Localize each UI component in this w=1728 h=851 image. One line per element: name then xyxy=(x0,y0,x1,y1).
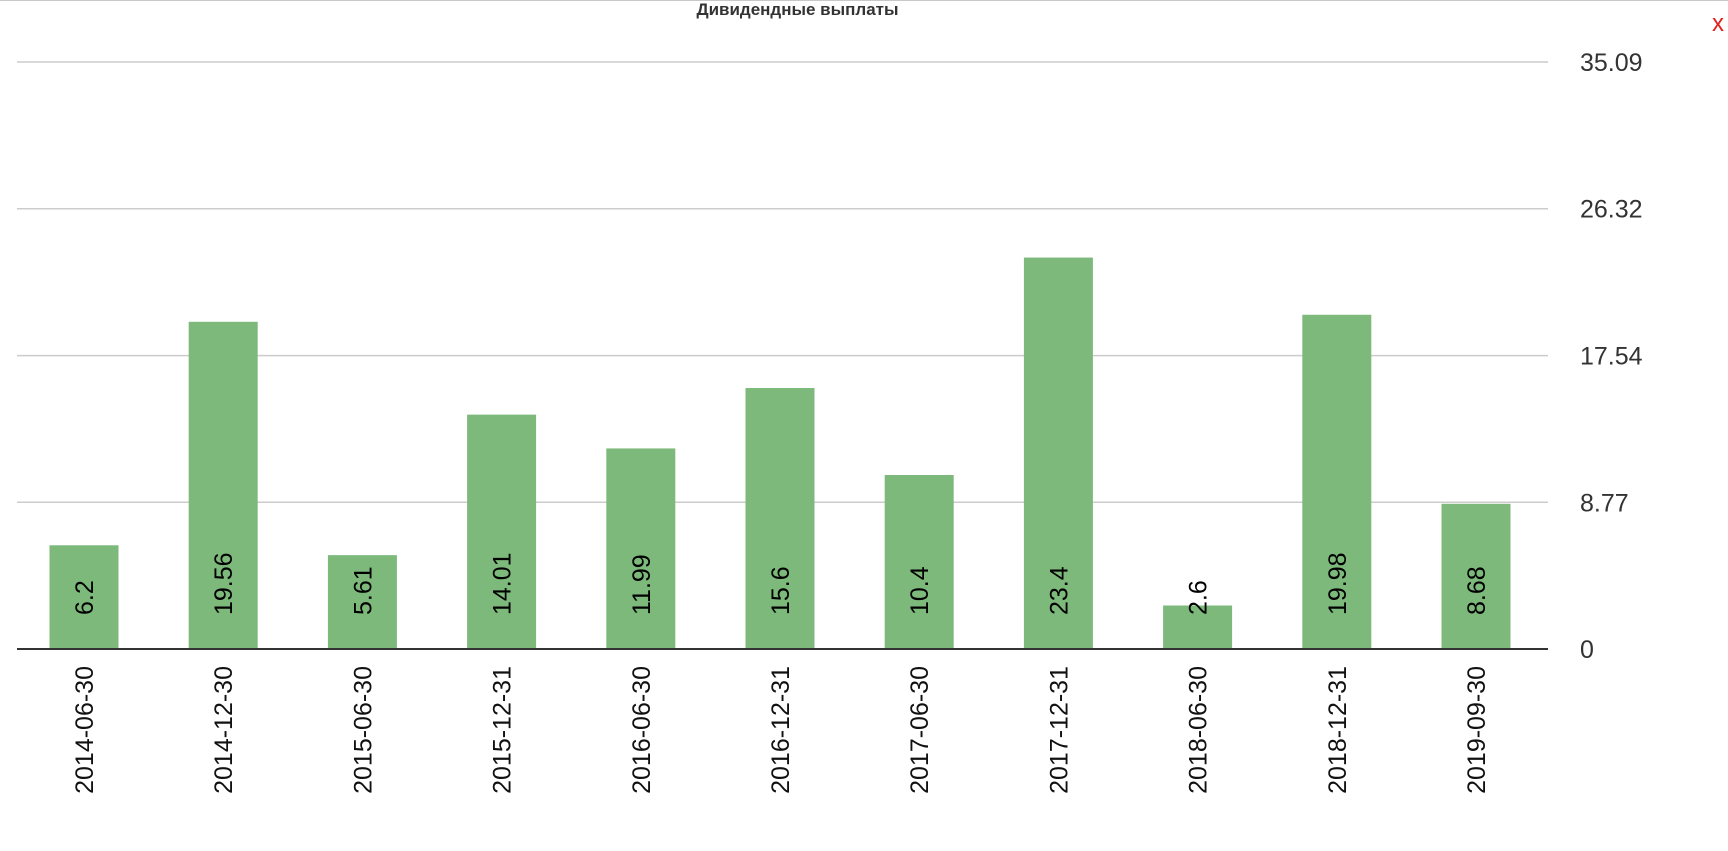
data-label: 23.4 xyxy=(1045,566,1073,615)
bar[interactable] xyxy=(49,545,119,649)
y-tick-label: 17.54 xyxy=(1580,343,1643,371)
x-tick-label: 2017-06-30 xyxy=(906,666,934,794)
bar[interactable] xyxy=(1023,257,1093,649)
data-label: 8.68 xyxy=(1463,566,1491,615)
data-label: 19.56 xyxy=(210,552,238,615)
y-tick-label: 0 xyxy=(1580,636,1594,664)
data-label: 11.99 xyxy=(628,554,656,615)
bar[interactable] xyxy=(1441,503,1511,649)
close-button[interactable]: x xyxy=(1712,10,1724,37)
data-label: 2.6 xyxy=(1185,580,1213,615)
y-tick-label: 26.32 xyxy=(1580,196,1643,224)
x-tick-label: 2019-09-30 xyxy=(1463,666,1491,794)
data-label: 10.4 xyxy=(906,566,934,615)
x-axis-tick-labels: 2014-06-30 2014-12-30 2015-06-30 2015-12-31… xyxy=(71,666,1491,794)
x-tick-label: 2015-06-30 xyxy=(349,666,377,794)
bar[interactable] xyxy=(884,475,954,649)
bar[interactable] xyxy=(188,321,258,649)
bar[interactable] xyxy=(467,414,537,649)
bar[interactable] xyxy=(327,555,397,649)
y-tick-label: 8.77 xyxy=(1580,489,1629,517)
chart-title: Дивидендные выплаты xyxy=(696,0,899,19)
x-tick-label: 2017-12-31 xyxy=(1045,666,1073,794)
data-label: 6.2 xyxy=(71,580,99,615)
data-label: 15.6 xyxy=(767,566,795,615)
x-tick-label: 2015-12-31 xyxy=(489,666,517,794)
x-tick-label: 2018-12-31 xyxy=(1324,666,1352,794)
y-tick-label: 35.09 xyxy=(1580,49,1643,77)
bar[interactable] xyxy=(745,388,815,649)
bar[interactable] xyxy=(1302,314,1372,649)
data-label: 14.01 xyxy=(489,552,517,615)
bar[interactable] xyxy=(1163,605,1233,649)
data-label: 5.61 xyxy=(349,566,377,615)
y-axis-tick-labels: 0 8.77 17.54 26.32 35.09 xyxy=(1580,49,1643,664)
bar[interactable] xyxy=(606,448,676,649)
x-tick-label: 2014-06-30 xyxy=(71,666,99,794)
bars xyxy=(49,257,1511,649)
x-tick-label: 2016-12-31 xyxy=(767,666,795,794)
data-label: 19.98 xyxy=(1324,552,1352,615)
data-labels: 6.2 19.56 5.61 14.01 11.99 15.6 10.4 23.4 2.6 19.… xyxy=(71,552,1491,615)
x-tick-label: 2018-06-30 xyxy=(1185,666,1213,794)
x-tick-label: 2016-06-30 xyxy=(628,666,656,794)
x-tick-label: 2014-12-30 xyxy=(210,666,238,794)
